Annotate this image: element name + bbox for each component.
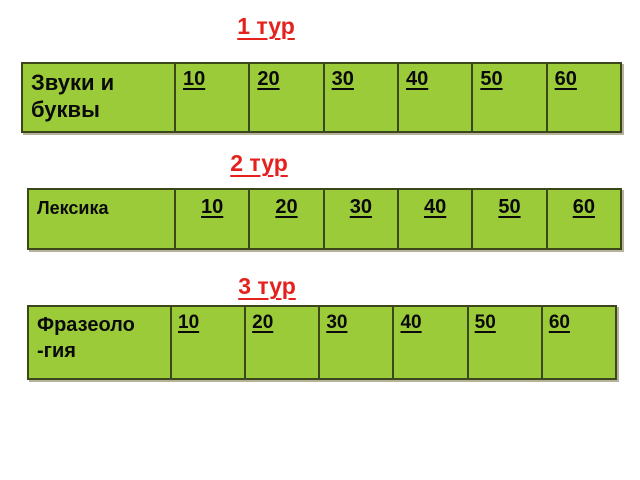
round-2-board: Лексика 10 20 30 40 50 60 [27,188,622,250]
round-2-points-20[interactable]: 20 [248,190,322,248]
round-1-points-20[interactable]: 20 [248,64,322,131]
round-3-points-50[interactable]: 50 [466,307,541,378]
round-2-points-50[interactable]: 50 [471,190,545,248]
round-2-points-30[interactable]: 30 [322,190,397,248]
round-2-category: Лексика [37,198,109,218]
round-1-points-50[interactable]: 50 [471,64,545,131]
round-1-points-60[interactable]: 60 [545,64,620,131]
round-3-points-40[interactable]: 40 [392,307,466,378]
round-2-points-60[interactable]: 60 [545,190,620,248]
round-1-points-10[interactable]: 10 [174,64,248,131]
round-3-points-20[interactable]: 20 [244,307,318,378]
round-3-board: Фразеоло -гия 10 20 30 40 50 60 [27,305,617,380]
round-2-points-40[interactable]: 40 [397,190,471,248]
round-1-title-link[interactable]: 1 тур [237,13,295,39]
round-3-title-link[interactable]: 3 тур [238,273,296,299]
round-2-points-10[interactable]: 10 [174,190,248,248]
round-1-points-40[interactable]: 40 [397,64,471,131]
round-3-category: Фразеоло -гия [37,314,135,362]
round-1-points-30[interactable]: 30 [322,64,397,131]
round-3-points-60[interactable]: 60 [540,307,615,378]
round-3-points-30[interactable]: 30 [318,307,392,378]
round-1-category: Звуки и буквы [31,70,115,122]
round-3-points-10[interactable]: 10 [170,307,244,378]
round-1-board: Звуки и буквы 10 20 30 40 50 60 [21,62,622,133]
round-2-title-link[interactable]: 2 тур [230,150,288,176]
